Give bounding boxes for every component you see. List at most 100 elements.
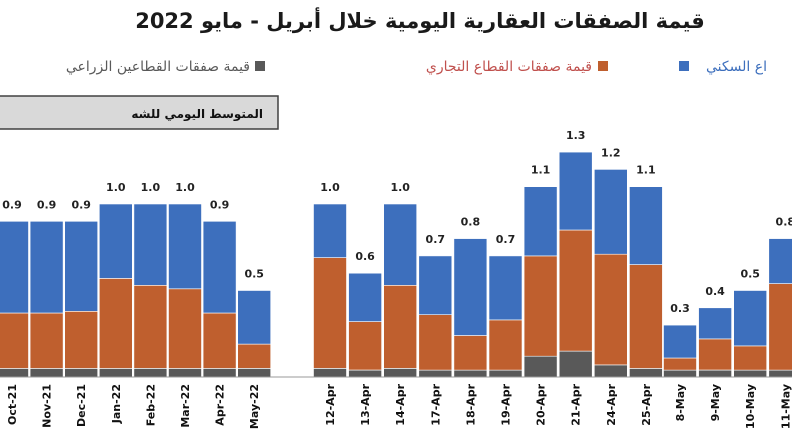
value-label-20-apr: 1.1 [531,164,551,177]
x-tick-may-22: May-22 [248,384,261,429]
value-label-13-apr: 0.6 [355,250,375,263]
x-tick-20-apr: 20-Apr [535,383,548,425]
bar-segment-residential-11-may [768,238,792,284]
monthly-average-box [0,95,279,130]
bar-segment-commercial-dec-21 [64,310,98,369]
bar-segment-commercial-18-apr [453,335,488,371]
value-label-nov-21: 0.9 [37,198,57,211]
bar-segment-commercial-may-22 [237,343,271,369]
legend-swatch-residential [679,61,689,71]
x-tick-jan-22: Jan-22 [110,384,123,424]
bar-segment-residential-nov-21 [29,221,64,314]
bar-segment-residential-8-may [663,324,697,359]
x-tick-18-apr: 18-Apr [464,383,477,425]
bar-segment-commercial-14-apr [383,284,418,369]
bar-segment-commercial-jan-22 [99,278,133,369]
bar-segment-agri-mar-22 [168,368,202,378]
bar-segment-residential-17-apr [418,255,453,315]
bar-segment-commercial-11-may [768,283,792,371]
value-label-8-may: 0.3 [670,302,690,315]
x-tick-21-apr: 21-Apr [570,383,583,425]
value-label-10-may: 0.5 [740,268,760,281]
value-label-24-apr: 1.2 [601,146,621,159]
value-label-14-apr: 1.0 [390,181,410,194]
bar-segment-agri-12-apr [313,368,347,378]
bar-segment-residential-feb-22 [133,203,168,286]
value-label-feb-22: 1.0 [141,181,161,194]
value-label-apr-22: 0.9 [210,198,230,211]
value-label-19-apr: 0.7 [496,233,516,246]
bar-segment-agri-apr-22 [202,368,237,378]
bar-segment-residential-9-may [698,307,732,340]
bar-segment-agri-11-may [768,369,792,378]
bar-segment-agri-oct-21 [0,368,29,378]
bar-segment-commercial-8-may [663,357,697,371]
value-label-9-may: 0.4 [705,285,725,298]
bar-segment-residential-14-apr [383,203,418,286]
bar-segment-agri-dec-21 [64,368,98,378]
bar-segment-agri-8-may [663,369,697,378]
monthly-average-label: المتوسط اليومي للشه [131,107,263,122]
bar-segment-agri-nov-21 [29,368,64,378]
bar-segment-residential-12-apr [313,203,347,258]
x-tick-13-apr: 13-Apr [359,383,372,425]
bar-segment-agri-10-may [733,369,768,378]
legend-swatch-agri [255,61,265,71]
x-tick-apr-22: Apr-22 [214,384,227,426]
x-tick-24-apr: 24-Apr [605,383,618,425]
bar-segment-commercial-10-may [733,345,768,371]
bar-segment-agri-24-apr [593,364,628,378]
legend-label-residential: اع السكني [706,59,767,75]
x-tick-14-apr: 14-Apr [394,383,407,425]
bar-segment-residential-mar-22 [168,203,202,290]
bar-segment-residential-10-may [733,290,768,347]
bar-segment-residential-20-apr [523,186,558,257]
value-label-18-apr: 0.8 [461,216,481,229]
bar-segment-commercial-nov-21 [29,312,64,369]
legend-label-commercial: قيمة صفقات القطاع التجاري [426,59,592,75]
x-tick-mar-22: Mar-22 [179,384,192,428]
value-label-17-apr: 0.7 [426,233,446,246]
bar-segment-agri-21-apr [558,350,593,378]
bar-segment-residential-apr-22 [202,221,237,314]
bar-segment-residential-25-apr [629,186,663,265]
bar-segment-commercial-12-apr [313,257,347,369]
x-tick-nov-21: Nov-21 [41,384,54,428]
x-tick-10-may: 10-May [744,384,757,429]
value-label-mar-22: 1.0 [175,181,195,194]
bar-segment-residential-18-apr [453,238,488,336]
bar-segment-agri-9-may [698,369,732,378]
legend-swatch-commercial [598,61,608,71]
bar-segment-commercial-21-apr [558,229,593,352]
value-label-jan-22: 1.0 [106,181,126,194]
bar-segment-commercial-20-apr [523,255,558,357]
bar-segment-agri-25-apr [629,368,663,378]
x-tick-labels: Oct-21 Nov-21 Dec-21 Jan-22 Feb-22 Mar-22 Apr-… [6,383,792,429]
value-label-12-apr: 1.0 [320,181,340,194]
x-tick-feb-22: Feb-22 [144,384,157,426]
x-tick-25-apr: 25-Apr [640,383,653,425]
bar-segment-commercial-25-apr [629,264,663,369]
bar-segment-commercial-oct-21 [0,312,29,369]
bar-segment-commercial-9-may [698,338,732,371]
bar-segment-residential-24-apr [593,169,628,255]
chart-title: قيمة الصفقات العقارية اليومية خلال أبريل… [135,6,705,33]
x-tick-8-may: 8-May [674,384,687,421]
x-tick-dec-21: Dec-21 [75,384,88,427]
x-tick-12-apr: 12-Apr [324,383,337,425]
value-label-dec-21: 0.9 [71,198,91,211]
bar-segment-agri-18-apr [453,369,488,378]
bar-segment-commercial-13-apr [348,321,382,371]
bar-segment-residential-13-apr [348,272,382,322]
value-label-oct-21: 0.9 [2,198,22,211]
bar-segment-agri-19-apr [488,369,523,378]
bar-segment-agri-14-apr [383,368,418,378]
x-tick-oct-21: Oct-21 [6,384,19,425]
bar-segment-residential-19-apr [488,255,523,321]
bars [0,151,792,378]
bar-segment-residential-jan-22 [99,203,133,279]
bar-segment-commercial-19-apr [488,319,523,371]
value-label-may-22: 0.5 [244,268,264,281]
legend: قيمة صفقات القطاعين الزراعي قيمة صفقات ا… [66,59,767,75]
